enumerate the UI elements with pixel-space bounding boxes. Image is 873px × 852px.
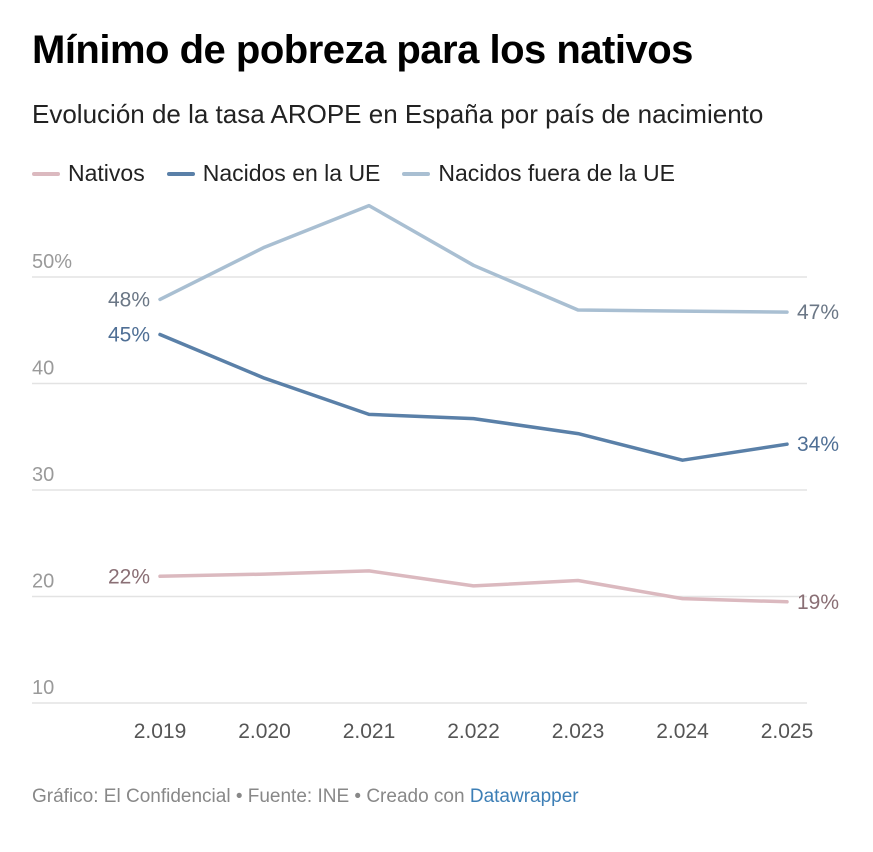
x-tick-label: 2.019 <box>134 720 187 743</box>
legend-label: Nacidos en la UE <box>202 160 381 186</box>
legend-item-nativos: Nativos <box>32 160 145 187</box>
y-tick-label: 20 <box>32 571 54 593</box>
legend-swatch-nacidos-ue <box>166 171 195 176</box>
legend-item-nacidos-fuera-ue: Nacidos fuera de la UE <box>402 160 675 187</box>
y-tick-label: 30 <box>32 464 54 486</box>
chart-title: Mínimo de pobreza para los nativos <box>32 28 693 72</box>
legend-label: Nativos <box>68 160 145 186</box>
series-line <box>158 332 789 462</box>
x-tick-label: 2.025 <box>761 720 814 743</box>
legend-item-nacidos-ue: Nacidos en la UE <box>166 160 381 187</box>
datawrapper-link[interactable]: Datawrapper <box>469 786 579 807</box>
chart-subtitle: Evolución de la tasa AROPE en España por… <box>32 99 764 129</box>
x-tick-label: 2.021 <box>343 720 396 743</box>
legend-swatch-nativos <box>32 171 60 176</box>
series-start-label: 48% <box>108 288 150 311</box>
x-tick-label: 2.020 <box>238 720 291 743</box>
legend-swatch-nacidos-fuera-ue <box>402 171 431 176</box>
series-line <box>158 203 789 314</box>
series-end-label: 34% <box>797 433 839 456</box>
footer-credits: Gráfico: El Confidencial • Fuente: INE •… <box>32 786 470 807</box>
series-line <box>158 569 789 604</box>
series-start-label: 22% <box>108 565 150 588</box>
series-start-label: 45% <box>108 324 150 347</box>
x-tick-label: 2.022 <box>447 720 500 743</box>
y-tick-label: 50% <box>32 251 72 273</box>
y-tick-label: 40 <box>32 358 54 380</box>
x-tick-label: 2.024 <box>656 720 709 743</box>
y-tick-label: 10 <box>32 677 54 699</box>
legend-label: Nacidos fuera de la UE <box>438 160 675 186</box>
footer: Gráfico: El Confidencial • Fuente: INE •… <box>32 786 579 808</box>
legend: Nativos Nacidos en la UE Nacidos fuera d… <box>32 160 697 187</box>
series-end-label: 19% <box>797 591 839 614</box>
series-end-label: 47% <box>797 301 839 324</box>
x-tick-label: 2.023 <box>552 720 605 743</box>
